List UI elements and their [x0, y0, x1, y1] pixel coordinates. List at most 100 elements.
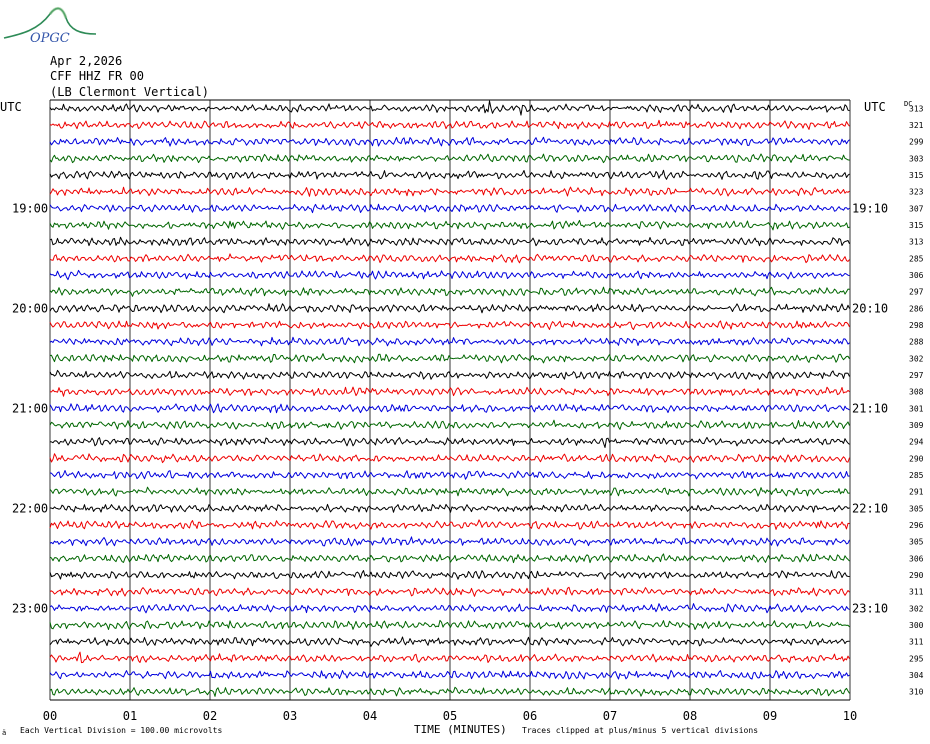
dc-value: 291 [909, 488, 924, 497]
dc-value: 297 [909, 371, 924, 380]
trace-line [49, 219, 850, 231]
dc-value: 307 [909, 204, 924, 213]
dc-value: 299 [909, 138, 924, 147]
trace-line [49, 553, 850, 564]
hour-label-right: 21:10 [852, 401, 888, 415]
hour-label-right: 22:10 [852, 501, 888, 515]
x-tick-label: 01 [123, 709, 137, 723]
x-tick-label: 06 [523, 709, 537, 723]
trace-line [49, 519, 850, 530]
trace-line [49, 186, 850, 197]
dc-value: 308 [909, 388, 924, 397]
trace-line [49, 486, 850, 497]
dc-value: 313 [909, 238, 924, 247]
hour-label-right: 19:10 [852, 201, 888, 215]
trace-line [49, 253, 850, 264]
trace-line [49, 136, 850, 147]
header-location: (LB Clermont Vertical) [50, 85, 209, 99]
dc-value: 302 [909, 354, 924, 363]
trace-line [49, 100, 850, 116]
header-station: CFF HHZ FR 00 [50, 69, 144, 83]
dc-value: 297 [909, 288, 924, 297]
x-tick-label: 04 [363, 709, 377, 723]
x-tick-label: 02 [203, 709, 217, 723]
hour-label-left: 19:00 [12, 201, 48, 215]
x-axis-title: TIME (MINUTES) [414, 723, 507, 736]
trace-line [49, 586, 850, 597]
dc-value: 290 [909, 454, 924, 463]
dc-value: 303 [909, 154, 924, 163]
trace-line [49, 619, 850, 630]
opgc-logo: OPGC [3, 7, 97, 46]
dc-value: 294 [909, 438, 924, 447]
dc-value: 296 [909, 521, 924, 530]
trace-line [49, 303, 850, 314]
dc-value: 313 [909, 104, 924, 113]
x-tick-label: 10 [843, 709, 857, 723]
dc-value: 301 [909, 404, 924, 413]
trace-line [49, 503, 850, 513]
header-date: Apr 2,2026 [50, 54, 122, 68]
dc-value: 286 [909, 304, 924, 313]
trace-line [49, 203, 850, 214]
trace-line [49, 603, 850, 614]
dc-value: 315 [909, 221, 924, 230]
dc-value: 323 [909, 188, 924, 197]
corner-mark: ä [2, 729, 6, 737]
dc-value: 285 [909, 471, 924, 480]
trace-line [49, 453, 850, 464]
trace-line [49, 119, 850, 130]
x-axis-ticks: 00 01 02 03 04 05 06 07 08 09 10 [43, 709, 857, 723]
dc-value: 315 [909, 171, 924, 180]
dc-value: 295 [909, 654, 924, 663]
trace-line [49, 570, 850, 580]
x-tick-label: 05 [443, 709, 457, 723]
trace-line [49, 269, 850, 281]
footer: ä Each Vertical Division = 100.00 microv… [2, 723, 758, 737]
hour-labels: 19:00 20:00 21:00 22:00 23:00 19:10 20:10 21:10… [12, 201, 888, 615]
dc-value: 298 [909, 321, 924, 330]
trace-line [49, 436, 850, 448]
x-tick-label: 09 [763, 709, 777, 723]
hour-label-left: 23:00 [12, 601, 48, 615]
logo-text: OPGC [30, 31, 70, 46]
hour-label-left: 22:00 [12, 501, 48, 515]
scale-note: Each Vertical Division = 100.00 microvol… [20, 726, 222, 735]
dc-value: 288 [909, 338, 924, 347]
side-labels: UTC UTC DC [0, 100, 912, 114]
trace-line [49, 369, 850, 380]
dc-value: 306 [909, 271, 924, 280]
x-tick-label: 00 [43, 709, 57, 723]
hour-label-right: 20:10 [852, 301, 888, 315]
dc-value: 300 [909, 621, 924, 630]
trace-line [49, 320, 850, 330]
trace-line [49, 669, 850, 680]
trace-line [49, 470, 850, 480]
trace-line [49, 286, 850, 297]
dc-value: 321 [909, 121, 924, 130]
dc-label: DC [904, 100, 912, 108]
dc-value: 302 [909, 604, 924, 613]
dc-value: 305 [909, 504, 924, 513]
header: Apr 2,2026 CFF HHZ FR 00 (LB Clermont Ve… [50, 54, 209, 99]
hour-label-left: 20:00 [12, 301, 48, 315]
trace-line [49, 353, 850, 364]
trace-line [49, 336, 850, 347]
trace-line [49, 169, 850, 181]
dc-value: 309 [909, 421, 924, 430]
trace-line [49, 651, 850, 664]
dc-value: 305 [909, 538, 924, 547]
utc-right-label: UTC [864, 100, 886, 114]
logo-curve-shade [48, 7, 68, 19]
utc-left-label: UTC [0, 100, 22, 114]
trace-line [49, 419, 850, 430]
dc-values: 313 321 299 303 315 323 307 315 313 285 306 297 286 2… [909, 104, 924, 696]
clip-note: Traces clipped at plus/minus 5 vertical … [522, 726, 758, 735]
dc-value: 290 [909, 571, 924, 580]
dc-value: 310 [909, 688, 924, 697]
trace-line [49, 536, 850, 547]
hour-label-right: 23:10 [852, 601, 888, 615]
trace-line [49, 236, 850, 247]
dc-value: 285 [909, 254, 924, 263]
